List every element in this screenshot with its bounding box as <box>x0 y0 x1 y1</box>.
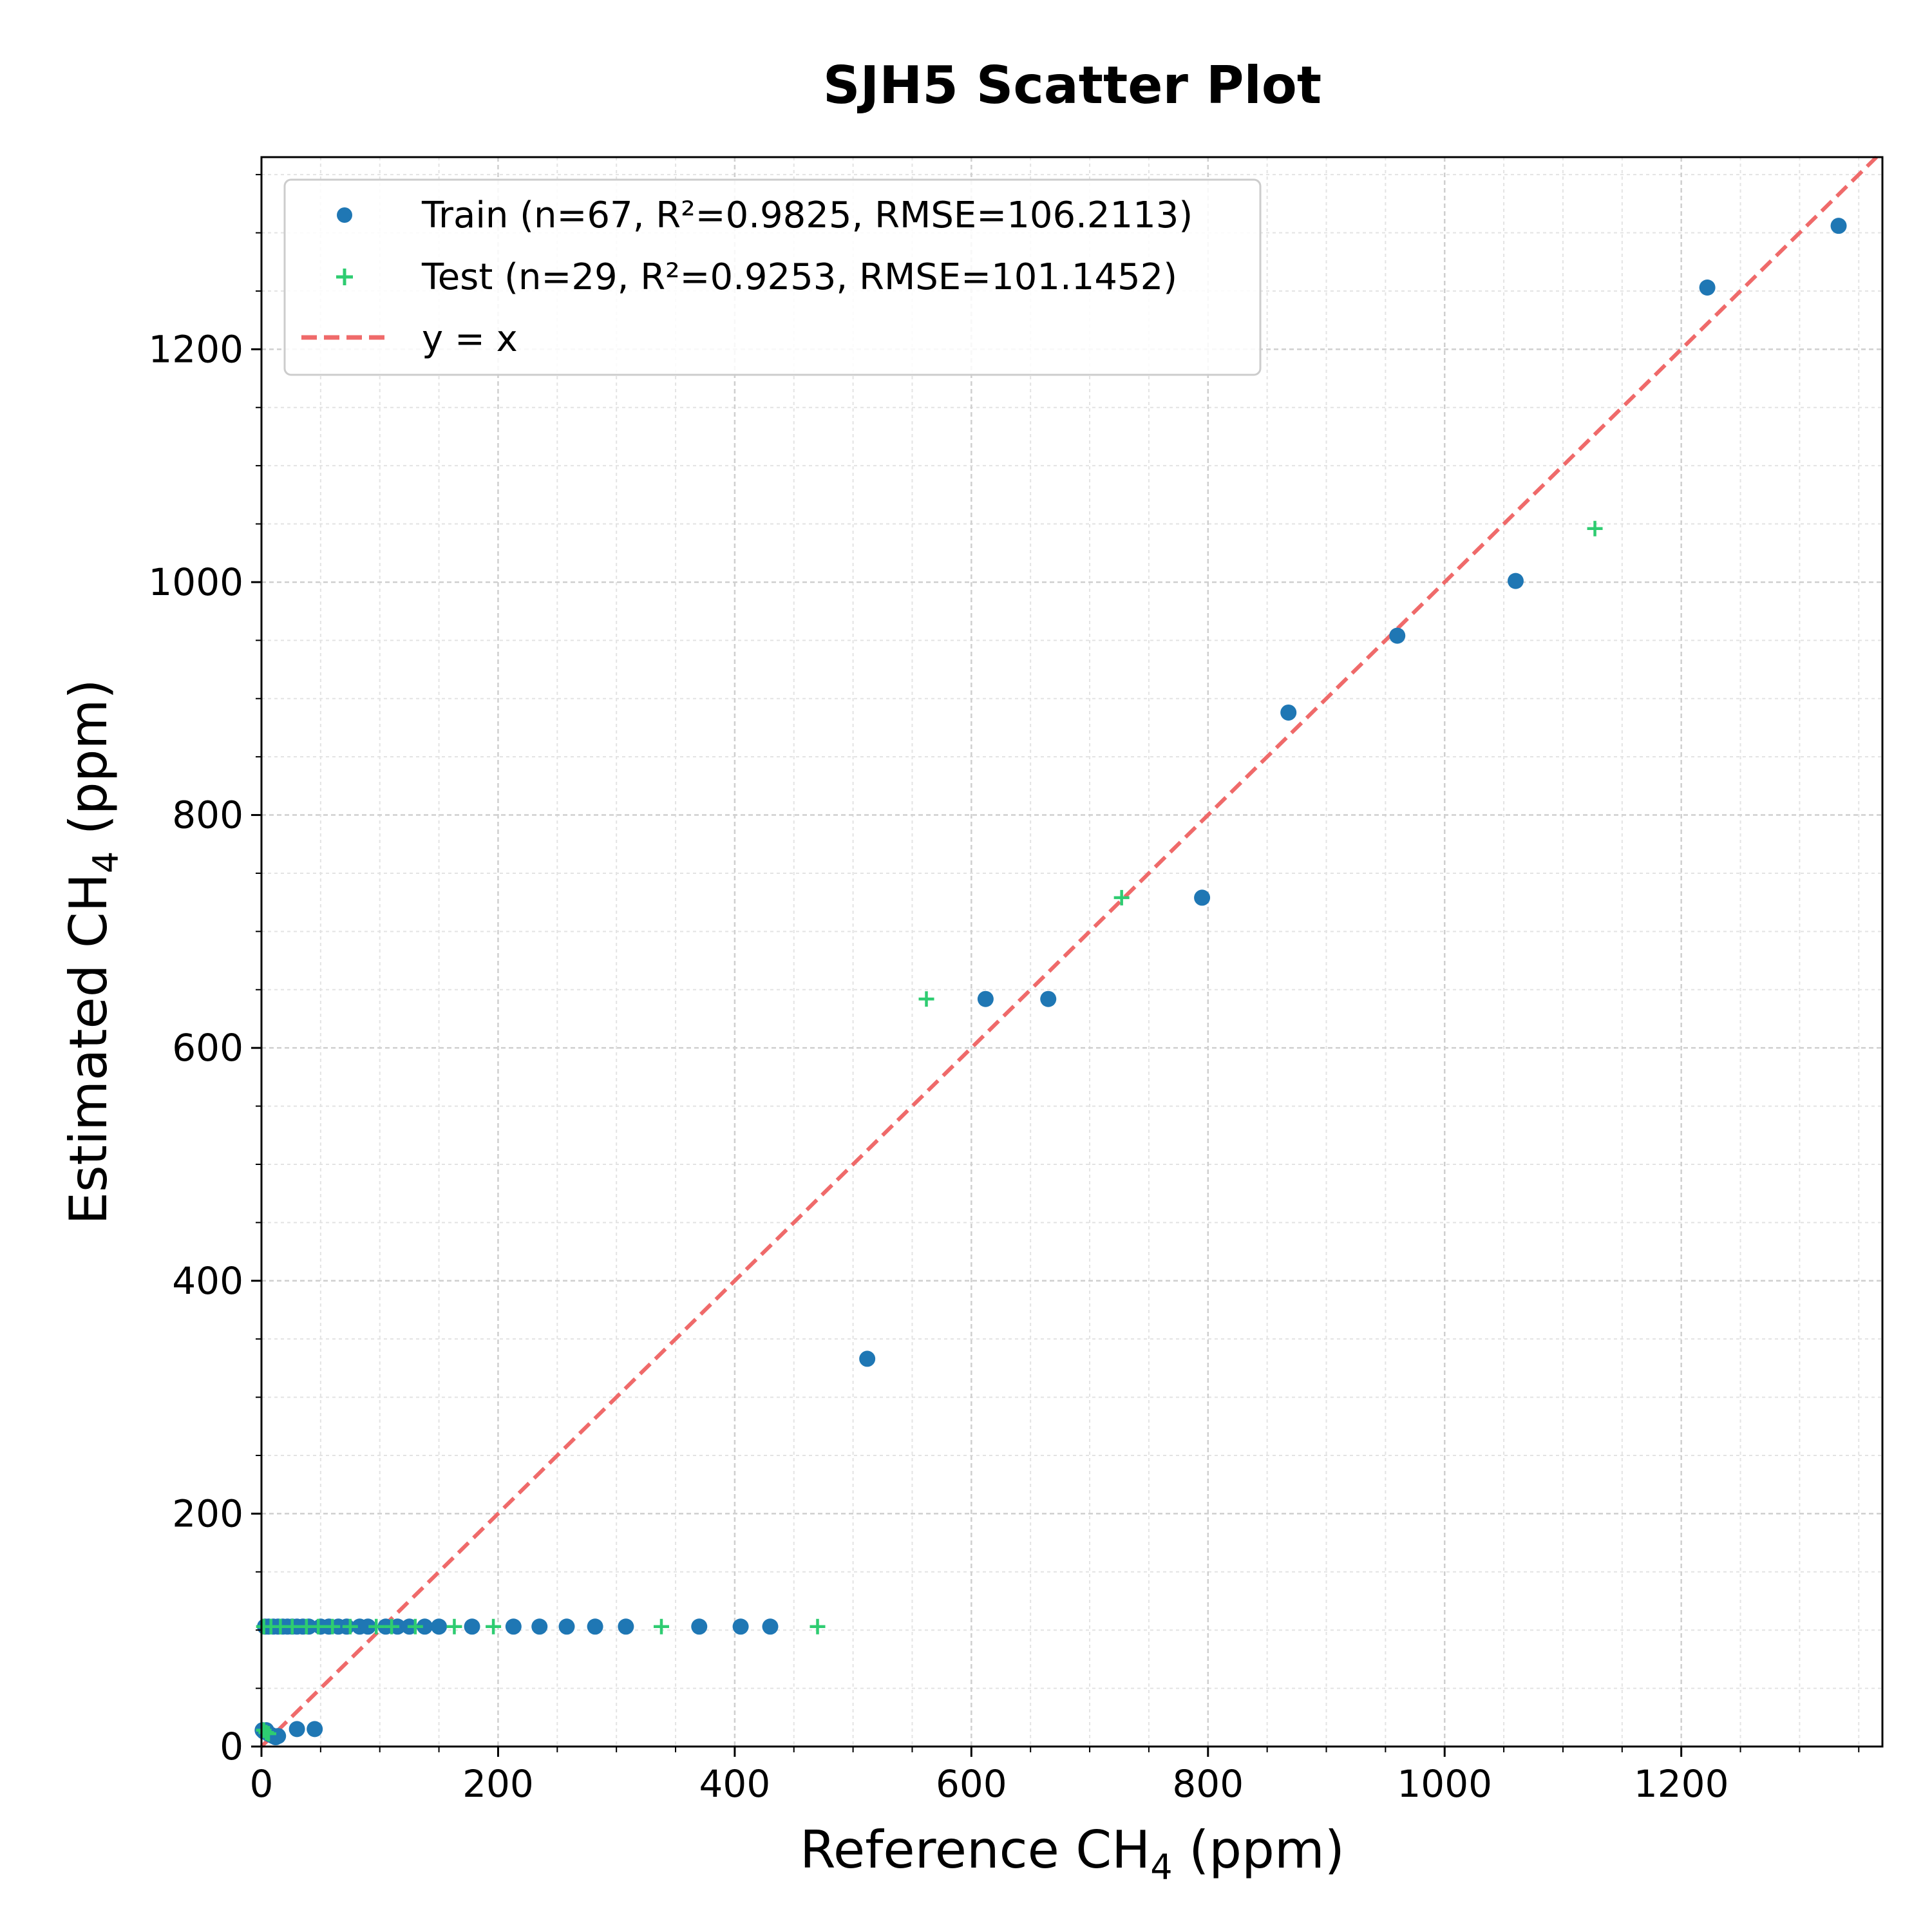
train-point <box>859 1350 876 1367</box>
plot-frame <box>260 156 1884 1748</box>
train-point <box>505 1618 522 1635</box>
test-point <box>325 1618 341 1634</box>
legend: Train (n=67, R²=0.9825, RMSE=106.2113) T… <box>283 178 1262 376</box>
train-point <box>1194 889 1211 906</box>
test-point <box>918 991 934 1007</box>
train-point <box>558 1618 575 1635</box>
train-point <box>1040 990 1057 1007</box>
x-tick-label: 1200 <box>1634 1762 1729 1806</box>
x-axis-label-subscript: 4 <box>1150 1847 1172 1888</box>
test-point <box>1113 889 1130 905</box>
train-point <box>977 990 994 1007</box>
y-tick-label: 1200 <box>148 327 243 371</box>
legend-test-marker <box>336 269 353 285</box>
test-point <box>653 1618 669 1634</box>
identity-line <box>260 155 1878 1748</box>
train-point <box>618 1618 634 1635</box>
train-point <box>359 1618 376 1635</box>
train-point <box>1389 627 1406 644</box>
test-point <box>310 1618 327 1634</box>
train-point <box>270 1728 287 1745</box>
y-tick-label: 800 <box>172 793 243 837</box>
x-tick-label: 1000 <box>1397 1762 1492 1806</box>
test-point <box>446 1618 462 1634</box>
legend-identity-label: y = x <box>422 318 518 360</box>
test-point <box>486 1618 502 1634</box>
train-point <box>587 1618 603 1635</box>
y-axis-label-subscript: 4 <box>86 851 126 873</box>
train-point <box>1830 218 1847 234</box>
train-point <box>417 1618 433 1635</box>
x-axis-ticks: 0 200 400 600 800 1000 1200 <box>250 1747 1860 1806</box>
train-point <box>1507 573 1524 589</box>
minor-gridlines <box>261 157 1882 1747</box>
train-point <box>307 1721 323 1738</box>
train-point <box>431 1618 448 1635</box>
train-point <box>732 1618 749 1635</box>
test-point <box>368 1618 384 1634</box>
train-point <box>289 1721 305 1738</box>
train-point <box>1699 279 1716 296</box>
x-tick-label: 600 <box>936 1762 1007 1806</box>
x-axis-label: Reference CH4 (ppm) <box>800 1820 1345 1888</box>
legend-train-label: Train (n=67, R²=0.9825, RMSE=106.2113) <box>421 194 1193 236</box>
test-point <box>261 1726 277 1742</box>
test-point <box>342 1618 358 1634</box>
x-tick-label: 200 <box>462 1762 534 1806</box>
test-point <box>284 1618 300 1634</box>
x-tick-label: 0 <box>250 1762 274 1806</box>
y-tick-label: 200 <box>172 1492 243 1535</box>
legend-box <box>283 178 1262 376</box>
y-tick-label: 600 <box>172 1026 243 1070</box>
y-axis-label: Estimated CH4 (ppm) <box>59 679 126 1224</box>
train-point <box>691 1618 708 1635</box>
x-tick-label: 800 <box>1172 1762 1244 1806</box>
chart-title: SJH5 Scatter Plot <box>823 55 1321 115</box>
legend-train-marker <box>337 207 352 223</box>
identity-line-path <box>260 155 1878 1748</box>
train-point <box>1280 704 1297 721</box>
legend-test-label: Test (n=29, R²=0.9253, RMSE=101.1452) <box>421 256 1177 298</box>
test-point <box>407 1618 423 1634</box>
y-axis-ticks: 0 200 400 600 800 1000 1200 <box>148 174 261 1768</box>
train-point <box>531 1618 548 1635</box>
y-tick-label: 1000 <box>148 560 243 604</box>
test-point <box>810 1618 826 1634</box>
x-tick-label: 400 <box>699 1762 771 1806</box>
y-tick-label: 0 <box>220 1725 243 1768</box>
test-series <box>256 520 1603 1742</box>
test-point <box>1587 520 1603 536</box>
test-point <box>384 1618 400 1634</box>
train-point <box>762 1618 779 1635</box>
y-tick-label: 400 <box>172 1259 243 1303</box>
train-point <box>464 1618 480 1635</box>
